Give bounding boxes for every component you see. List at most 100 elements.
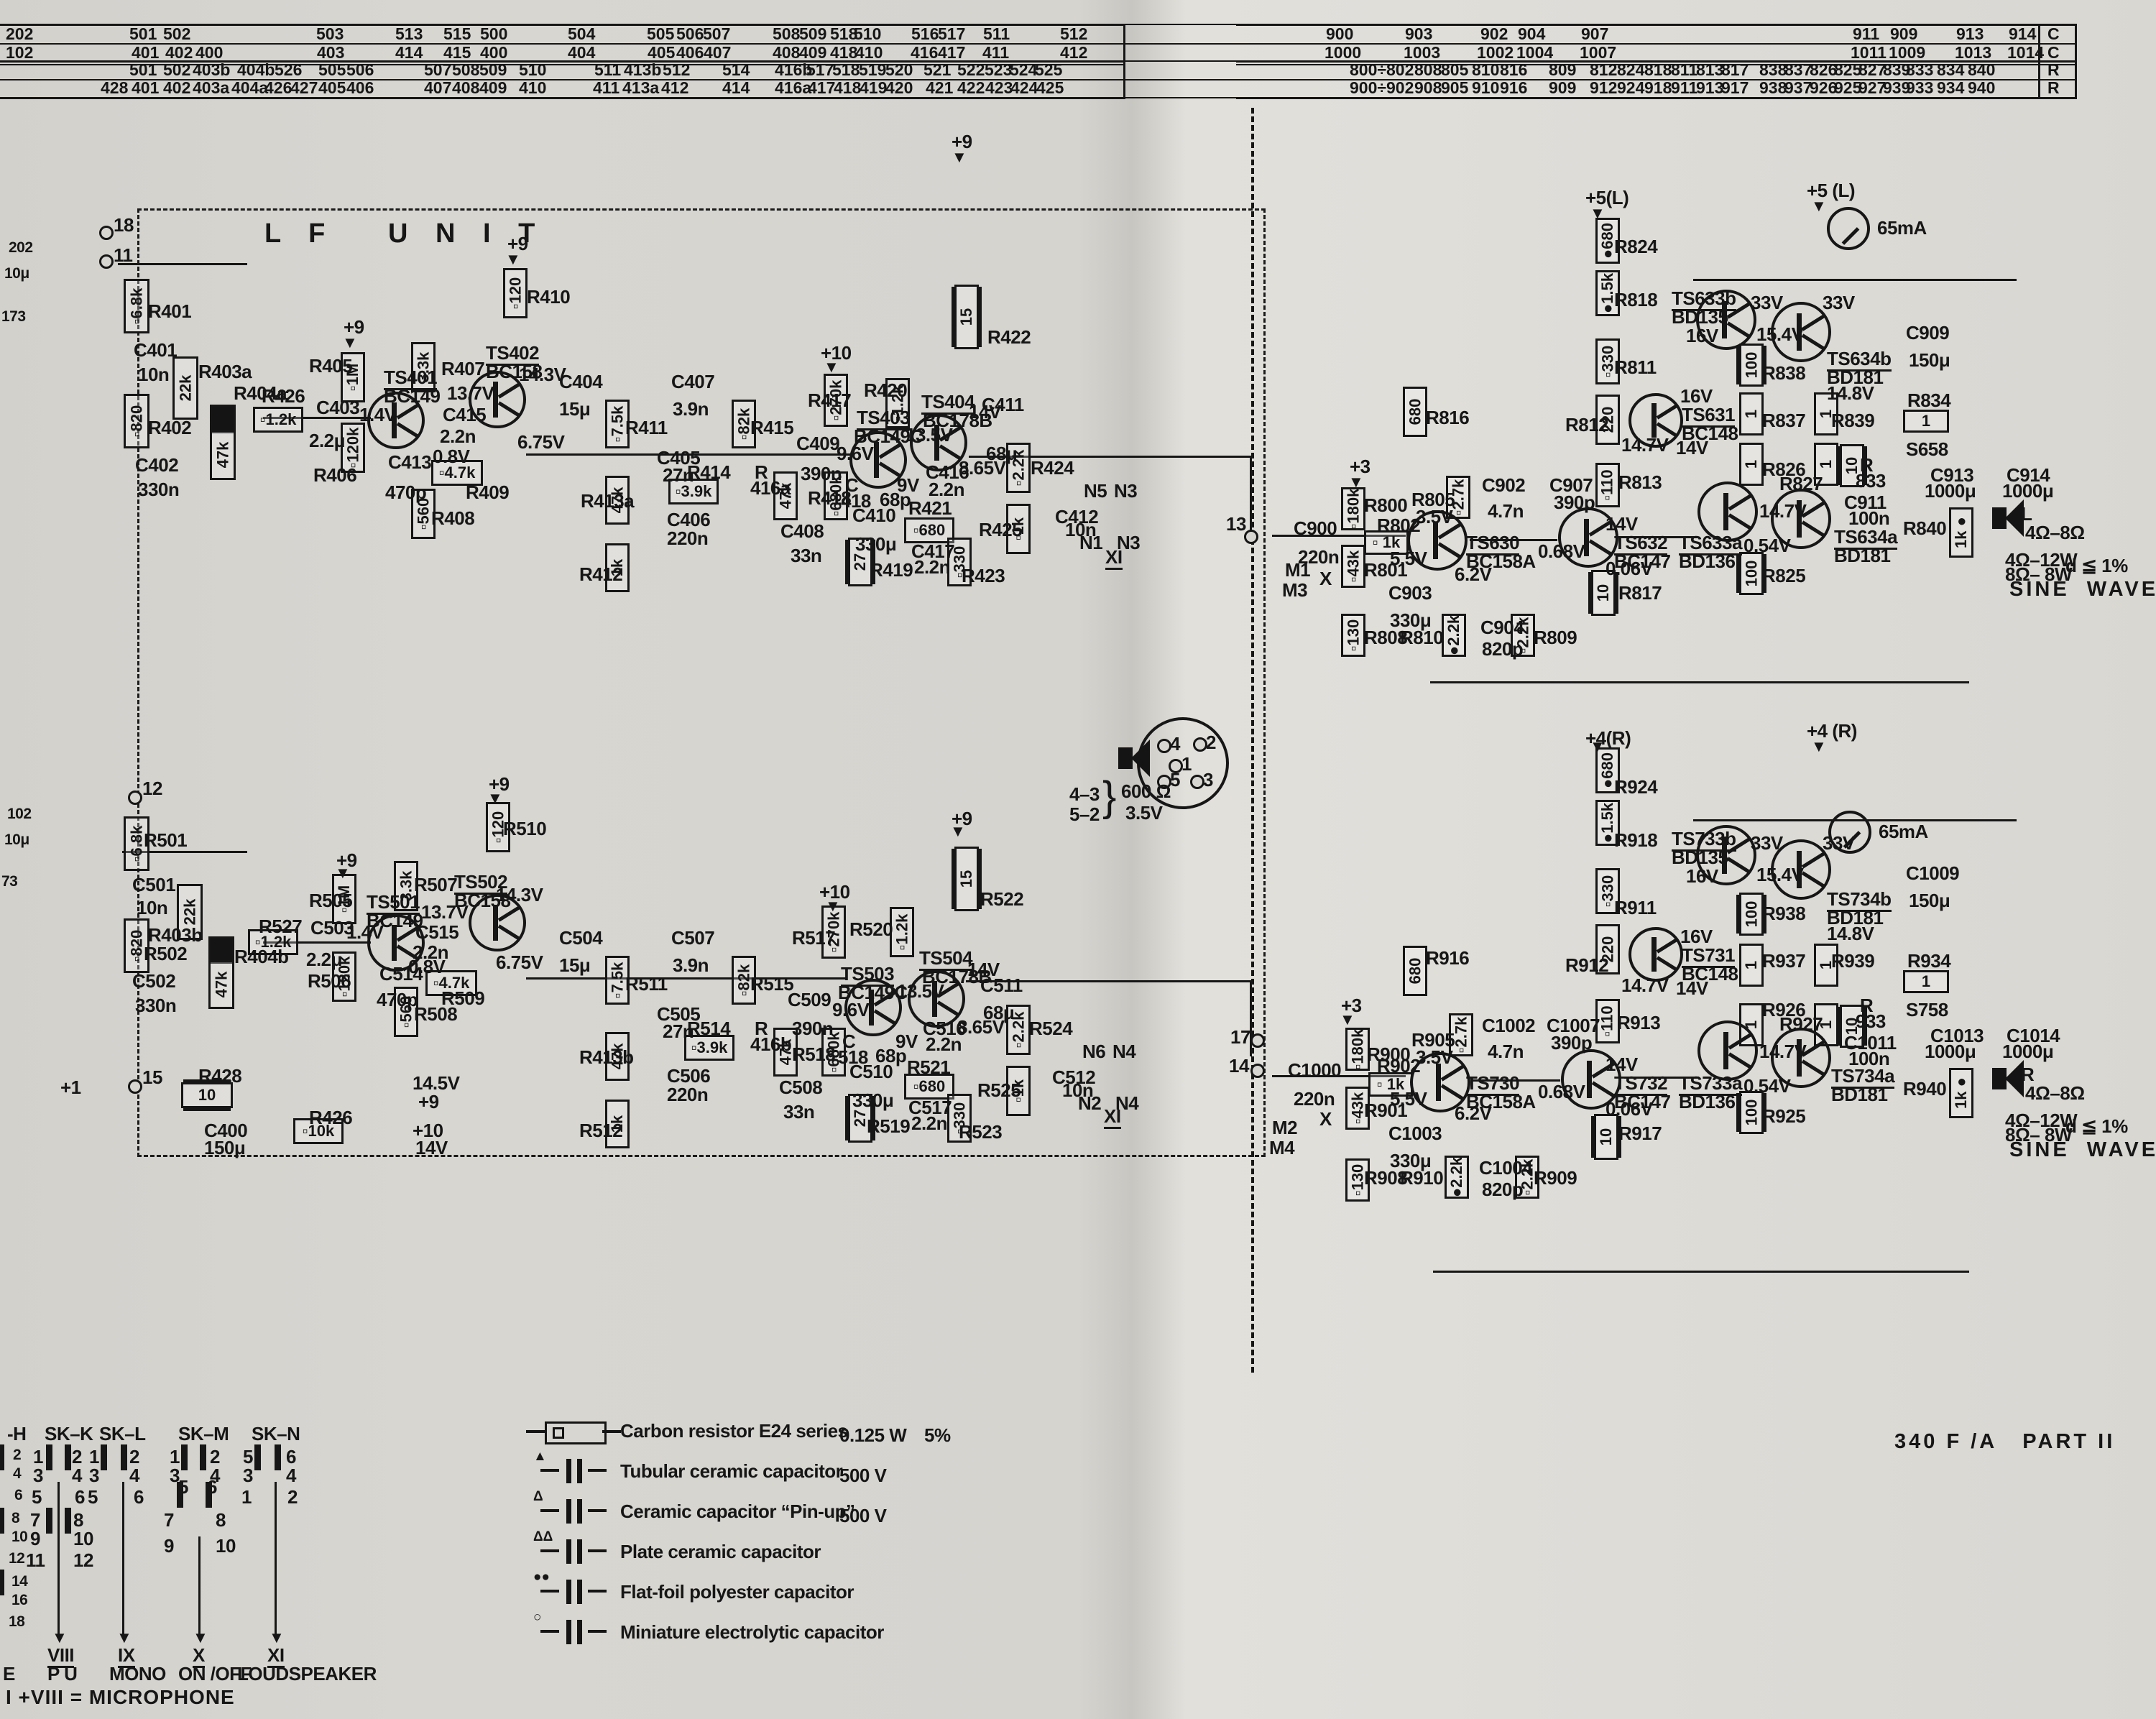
component-label: 0.8V — [408, 956, 446, 977]
component-value-box: 22k — [177, 884, 203, 940]
junction-node — [128, 1079, 142, 1094]
wiring-table-cell-left: 401 — [132, 78, 160, 97]
component-label: 3.9n — [673, 954, 709, 976]
wiring-table-cell-right: 916 — [1500, 78, 1528, 97]
wire-segment — [1125, 24, 1236, 25]
wiring-table-cell-left: 507 — [424, 60, 452, 79]
component-label: R518 — [792, 1043, 836, 1065]
wire-segment — [2038, 24, 2040, 99]
component-value: ●1.5k — [1598, 802, 1617, 844]
component-label: C415 — [443, 404, 487, 425]
component-label: 100n — [1848, 507, 1890, 529]
component-label: R837 — [1762, 410, 1806, 431]
component-value: 27 — [850, 553, 869, 571]
component-label: BD135 — [1672, 847, 1728, 868]
component-label: R940 — [1903, 1078, 1947, 1100]
wire-segment — [1433, 1271, 1969, 1273]
component-value-box: 10 — [181, 1082, 233, 1108]
legend-item-text: Carbon resistor E24 series — [620, 1420, 848, 1442]
component-value-box: ▫2.2k — [1006, 1005, 1031, 1055]
component-label: XI — [267, 1646, 285, 1668]
legend-cap-marker: ●● — [533, 1570, 550, 1585]
wiring-table-cell-right: 933 — [1906, 78, 1934, 97]
component-label: +4(R) — [1585, 727, 1631, 749]
wiring-table-cell-left: 419 — [860, 78, 888, 97]
component-label: BC149C — [838, 982, 908, 1003]
component-label: E — [3, 1663, 15, 1685]
component-value-box: ▫2.7k — [1449, 1013, 1473, 1056]
din-pin — [1190, 775, 1204, 789]
component-label: 330n — [135, 995, 177, 1016]
component-value: 100 — [1742, 560, 1760, 587]
transistor-circle — [367, 914, 425, 972]
component-label: 17 — [1230, 1026, 1250, 1048]
component-label: L — [2021, 503, 2032, 525]
component-label: R937 — [1762, 950, 1806, 972]
component-label: R825 — [1762, 565, 1806, 586]
legend-lead — [540, 1630, 559, 1633]
component-label: 14V — [967, 959, 1000, 980]
component-label: +9 — [336, 849, 357, 871]
supply-arrow-icon: ▼ — [1590, 204, 1606, 222]
component-label: 13.5V — [906, 424, 953, 446]
component-value-box: ▫560 — [411, 489, 436, 539]
component-label: R401 — [148, 300, 192, 322]
transistor-circle — [849, 431, 907, 489]
component-label: N3 — [1114, 480, 1138, 502]
component-label: 15μ — [559, 398, 591, 420]
wire-segment — [118, 263, 247, 265]
component-label: C1011 — [1844, 1032, 1897, 1054]
component-label: 16 — [11, 1592, 28, 1608]
wiring-table-cell-left: 408 — [452, 78, 480, 97]
wiring-table-cell-right: 939 — [1883, 78, 1911, 97]
component-label: VIII — [47, 1646, 75, 1668]
component-label: R407 — [441, 358, 485, 379]
wiring-table-cell-left: 406 — [346, 78, 374, 97]
component-label: C411 — [982, 394, 1024, 415]
wiring-table-cell-left: 410 — [519, 78, 547, 97]
wiring-table-cell-right: 809 — [1549, 60, 1577, 79]
component-value: 15 — [957, 870, 975, 888]
component-label: R913 — [1617, 1012, 1661, 1033]
component-value: ▫4.7k — [438, 464, 476, 481]
meter-circle — [1828, 811, 1871, 854]
component-value: ●2.2k — [1445, 614, 1463, 656]
component-label: C404 — [559, 371, 603, 392]
component-value-box: ▫1.2k — [248, 929, 298, 955]
component-label: 14.7V — [1621, 974, 1669, 996]
legend-cap-marker: ○ — [533, 1610, 542, 1625]
wiring-table-cell-right: 812 — [1590, 60, 1618, 79]
component-value: ▫120k — [344, 427, 361, 469]
component-label: TS734b — [1827, 890, 1892, 912]
legend-item-text: Flat-foil polyester capacitor — [620, 1581, 854, 1603]
component-value: ▫2.7k — [1452, 1016, 1470, 1054]
wiring-table-cell-right: 926 — [1810, 78, 1838, 97]
wire-segment — [526, 977, 847, 980]
component-value: 22k — [180, 898, 198, 926]
component-value: ▫82k — [734, 407, 753, 441]
component-label: 14.7V — [1759, 1041, 1807, 1062]
component-label: R412 — [579, 563, 623, 585]
transistor-circle — [1696, 290, 1756, 350]
component-label: 4 — [286, 1465, 296, 1486]
wiring-table-cell-left: 521 — [923, 60, 952, 79]
wiring-table-cell-right: 825 — [1834, 60, 1862, 79]
wiring-table-cell-left: 512 — [1060, 24, 1088, 43]
component-label: C504 — [559, 927, 603, 949]
component-label: 202 — [9, 239, 33, 256]
wiring-table-cell-left: 510 — [854, 24, 882, 43]
component-label: 14V — [1606, 1054, 1638, 1075]
wiring-table-cell-right: 813 — [1696, 60, 1724, 79]
component-value: ▫1.2k — [254, 933, 292, 951]
component-label: +9 — [489, 773, 510, 795]
wiring-table-cell-left: 413b — [624, 60, 662, 79]
component-label: P U — [47, 1663, 78, 1685]
wire-segment — [1250, 980, 1252, 1056]
wiring-table-cell-left: 517 — [806, 60, 834, 79]
component-value: 1 — [1921, 972, 1931, 990]
transistor-base-bar — [1651, 403, 1657, 438]
component-value-box: ▫560 — [394, 987, 418, 1037]
component-label: R — [2021, 1064, 2035, 1085]
component-value: 680 — [1406, 398, 1424, 425]
component-label: R422 — [987, 326, 1031, 348]
